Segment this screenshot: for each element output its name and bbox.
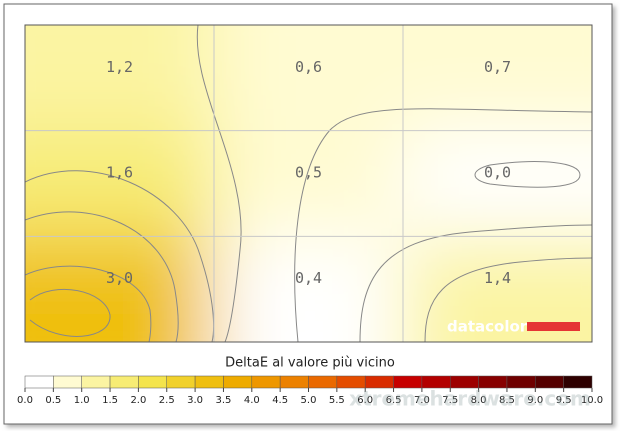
heat-cell — [214, 25, 403, 131]
colorbar-swatch — [563, 375, 593, 389]
colorbar-label: 1.5 — [102, 395, 118, 406]
colorbar-swatch — [308, 375, 338, 389]
heat-cell — [214, 130, 403, 237]
colorbar-swatch — [81, 375, 111, 389]
colorbar-swatch — [251, 375, 281, 389]
heat-fill — [25, 25, 592, 342]
logo-bar — [527, 322, 580, 331]
colorbar-label: 0.0 — [17, 395, 33, 406]
logo: datacolor — [447, 318, 528, 336]
colorbar-swatch — [109, 375, 139, 389]
colorbar-swatch — [194, 375, 224, 389]
cell-label: 0,0 — [484, 163, 511, 181]
cell-label: 1,6 — [106, 163, 133, 181]
colorbar-swatch — [166, 375, 196, 389]
watermark: xtremehardware.com — [349, 387, 591, 411]
cell-label: 1,2 — [106, 58, 133, 76]
colorbar-label: 6.5 — [386, 395, 402, 406]
heat-cell — [25, 236, 214, 342]
colorbar-label: 1.0 — [74, 395, 90, 406]
colorbar-label: 7.0 — [414, 395, 430, 406]
colorbar-label: 9.0 — [527, 395, 543, 406]
cell-label: 0,7 — [484, 58, 511, 76]
colorbar-label: 8.5 — [499, 395, 515, 406]
colorbar-label: 8.0 — [471, 395, 487, 406]
colorbar-label: 4.5 — [272, 395, 288, 406]
cell-label: 1,4 — [484, 269, 511, 287]
heat-cell — [25, 130, 214, 237]
cell-label: 0,6 — [295, 58, 322, 76]
colorbar-label: 7.5 — [442, 395, 458, 406]
colorbar-label: 3.0 — [187, 395, 203, 406]
colorbar-swatch — [24, 375, 54, 389]
colorbar-label: 5.0 — [301, 395, 317, 406]
chart-title: DeltaE al valore più vicino — [225, 356, 395, 371]
colorbar-swatch — [138, 375, 167, 389]
colorbar-label: 10.0 — [581, 395, 603, 406]
cell-label: 0,4 — [295, 269, 322, 287]
colorbar-label: 3.5 — [215, 395, 231, 406]
colorbar-swatch — [53, 375, 82, 389]
grid: 1,2 0,6 0,7 1,6 0,5 0,0 3,0 0,4 1,4 — [25, 25, 592, 342]
contours — [25, 25, 592, 342]
colorbar-label: 2.5 — [159, 395, 175, 406]
colorbar-label: 5.5 — [329, 395, 345, 406]
heat-cell — [403, 130, 592, 237]
colorbar-label: 6.0 — [357, 395, 373, 406]
plot-border — [24, 24, 593, 343]
heat-cell — [214, 236, 403, 342]
colorbar-swatch — [223, 375, 253, 389]
heat-cell — [25, 25, 214, 131]
heat-cell — [403, 25, 592, 131]
colorbar-label: 4.0 — [244, 395, 260, 406]
cell-label: 0,5 — [295, 163, 322, 181]
cell-label: 3,0 — [106, 269, 133, 287]
colorbar: 0.0 0.5 1.0 1.5 2.0 2.5 3.0 3.5 4.0 4.5 5.0 5.5 6.0 6… — [17, 375, 603, 406]
colorbar-label: 0.5 — [45, 395, 61, 406]
colorbar-label: 2.0 — [130, 395, 146, 406]
heat-area — [25, 25, 592, 342]
colorbar-label: 9.5 — [556, 395, 572, 406]
colorbar-swatch — [279, 375, 309, 389]
